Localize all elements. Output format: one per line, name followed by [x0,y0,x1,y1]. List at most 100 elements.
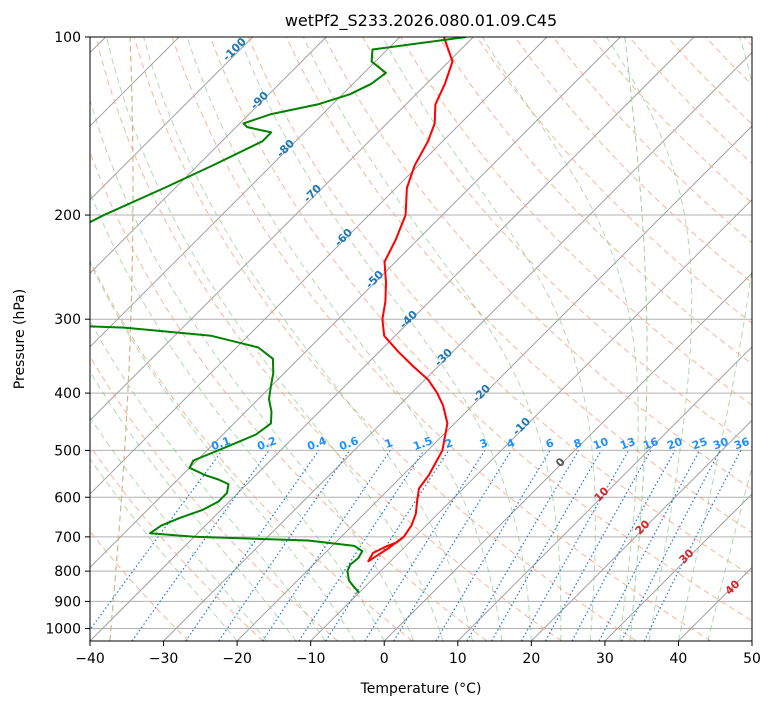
isotherm-line [604,493,752,641]
moist-adiabat-line [605,37,693,641]
isotherm-line [163,51,752,641]
mixing-ratio-label: 20 [665,435,684,453]
dry-adiabat-line [90,444,264,641]
moist-adiabat-line [106,37,444,641]
mixing-ratio-label: 25 [690,435,709,452]
reference-curve [624,37,648,641]
moist-adiabat-line [90,458,238,641]
mixing-ratio-line [261,450,391,641]
mixing-ratio-label: 13 [618,435,637,452]
x-tick-label: 20 [522,651,540,667]
moist-adiabat-line [143,37,473,641]
isotherm-line [530,419,752,641]
mixing-ratio-line [298,450,425,641]
moist-adiabat-line [90,319,326,641]
plot-frame [89,36,753,642]
moist-adiabat-line [90,261,356,641]
moist-adiabat-line [382,37,596,641]
isotherm-line [90,37,401,348]
x-tick-label: 10 [449,651,467,667]
mixing-ratio-line [643,450,742,641]
isotherm-line [90,37,548,495]
isotherm-line [457,346,752,641]
mixing-ratio-line [185,450,320,641]
moist-adiabat-line [90,98,415,641]
dry-adiabat-line [285,37,752,534]
moist-adiabat-line [239,37,532,641]
dewpoint-profile-line [90,37,467,594]
y-tick-label: 400 [54,386,81,402]
x-tick-label: 0 [380,651,389,667]
mixing-ratio-line [520,450,630,641]
mixing-ratio-label: 0.1 [209,434,232,453]
mixing-ratio-line [545,450,652,641]
isotherm-line [90,37,254,201]
mixing-ratio-line [325,450,450,641]
dry-adiabat-line [90,259,413,641]
mixing-ratio-label: 8 [572,436,584,451]
mixing-ratio-label: 0.6 [337,434,360,453]
mixing-ratio-label: 0.4 [305,434,328,453]
x-tick-label: 50 [743,651,761,667]
dry-adiabat-line [90,355,339,641]
isotherm-line [90,37,695,641]
moist-adiabat-line [90,370,297,641]
mixing-ratio-label: 36 [732,435,751,453]
x-tick-label: 40 [670,651,688,667]
dry-adiabat-line [514,37,752,284]
dry-adiabat-line [171,37,712,641]
mixing-ratio-line [393,450,512,641]
mixing-ratio-label: 1 [383,436,395,451]
dry-adiabat-line [209,37,752,622]
x-tick-label: −30 [149,651,179,667]
isotherm-line [90,37,621,569]
isotherm-line [90,37,474,422]
mixing-ratio-line [571,450,676,641]
y-tick-label: 200 [54,208,81,224]
dry-adiabat-line [247,37,752,577]
dry-adiabat-line [95,37,562,641]
mixing-ratio-line [90,450,223,631]
x-tick-label: −20 [222,651,252,667]
reference-curve [109,37,134,641]
x-tick-label: −40 [75,651,105,667]
moist-adiabat-line [186,37,503,641]
mixing-ratio-label: 0.2 [255,434,278,453]
x-axis-label: Temperature (°C) [360,681,482,697]
x-tick-label: 30 [596,651,614,667]
dry-adiabat-line [324,37,752,490]
moist-adiabat-line [707,465,752,641]
mixing-ratio-label: 2 [443,436,455,451]
mixing-ratio-label: 6 [544,436,556,451]
y-tick-label: 800 [54,564,81,580]
x-tick-label: −10 [296,651,326,667]
y-tick-label: 600 [54,490,81,506]
y-tick-label: 100 [54,30,81,46]
mixing-ratio-label: 4 [505,436,517,451]
y-tick-label: 1000 [45,621,81,637]
y-tick-label: 900 [54,594,81,610]
y-tick-label: 300 [54,312,81,328]
moist-adiabat-line [677,37,752,641]
moist-adiabat-line [481,37,639,641]
isotherm-line [383,272,752,641]
isotherm-line [90,37,327,274]
chart-title: wetPf2_S233.2026.080.01.09.C45 [285,11,557,31]
y-axis-label: Pressure (hPa) [12,289,28,389]
mixing-ratio-label: 16 [641,435,660,453]
mixing-ratio-label: 10 [591,435,610,453]
mixing-ratio-label: 3 [478,436,490,451]
mixing-ratio-label: 30 [711,435,730,453]
y-tick-label: 700 [54,530,81,546]
dry-adiabat-line [133,37,637,641]
moist-adiabat-line [302,37,562,641]
mixing-ratio-line [218,450,351,641]
moist-adiabat-line [90,416,267,641]
mixing-ratio-line [131,450,270,641]
mixing-ratio-label: 1.5 [411,434,434,453]
isotherm-line [236,125,752,641]
y-tick-label: 500 [54,443,81,459]
moist-adiabat-line [90,190,385,641]
